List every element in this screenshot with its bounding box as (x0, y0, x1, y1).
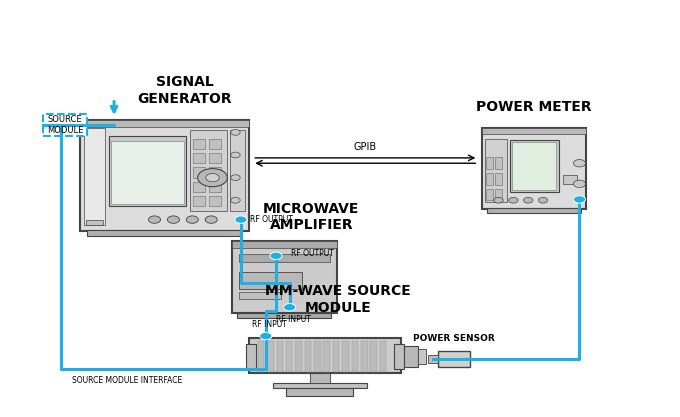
Bar (84, 128, 105, 225)
Text: POWER METER: POWER METER (476, 100, 592, 114)
Bar (438, 351, 470, 367)
Bar (230, 131, 245, 211)
Bar (190, 131, 227, 211)
Bar (487, 208, 581, 213)
Bar (394, 344, 404, 369)
Bar (485, 138, 507, 202)
Bar (481, 128, 586, 134)
Bar (80, 120, 249, 128)
Bar (239, 272, 301, 289)
Circle shape (260, 332, 272, 340)
Bar (87, 230, 242, 236)
Bar (237, 313, 331, 318)
Bar (404, 347, 418, 367)
Bar (380, 341, 386, 372)
Bar (305, 341, 311, 372)
Text: SOURCE
MODULE: SOURCE MODULE (47, 116, 84, 135)
Bar (273, 382, 367, 388)
Bar (286, 388, 354, 396)
Circle shape (167, 216, 180, 224)
Circle shape (231, 175, 240, 181)
Text: SIGNAL
GENERATOR: SIGNAL GENERATOR (137, 75, 232, 106)
Bar (80, 120, 249, 231)
Circle shape (198, 168, 227, 187)
Text: MM-WAVE SOURCE
MODULE: MM-WAVE SOURCE MODULE (265, 284, 411, 315)
Bar (428, 355, 439, 363)
Circle shape (270, 252, 282, 259)
Bar (209, 153, 221, 163)
Bar (418, 349, 426, 364)
Bar (495, 189, 502, 200)
Circle shape (148, 216, 160, 224)
Circle shape (231, 197, 240, 203)
Bar (371, 341, 377, 372)
Circle shape (235, 216, 247, 224)
Bar (495, 158, 502, 169)
Bar (324, 341, 330, 372)
Text: MICROWAVE
AMPLIFIER: MICROWAVE AMPLIFIER (263, 202, 360, 232)
Bar (239, 291, 281, 299)
Bar (314, 341, 321, 372)
Circle shape (206, 173, 219, 182)
Bar (361, 341, 368, 372)
Circle shape (231, 152, 240, 158)
Text: RF INPUT: RF INPUT (252, 320, 287, 329)
Text: POWER SENSOR: POWER SENSOR (413, 334, 495, 343)
Bar (209, 196, 221, 206)
Bar (44, 114, 87, 136)
Bar (209, 182, 221, 192)
Bar (277, 341, 283, 372)
Bar (562, 175, 577, 184)
Circle shape (186, 216, 199, 224)
Bar (245, 344, 256, 369)
Text: RF OUTPUT: RF OUTPUT (291, 249, 334, 258)
Bar (309, 372, 330, 382)
Bar (232, 241, 337, 314)
Text: GPIB: GPIB (354, 142, 377, 152)
Bar (510, 140, 558, 192)
Bar (193, 182, 205, 192)
Text: RF OUTPUT: RF OUTPUT (250, 215, 293, 224)
Bar (209, 167, 221, 178)
Bar (481, 128, 586, 208)
Circle shape (205, 216, 217, 224)
Bar (86, 220, 103, 225)
Bar (495, 173, 502, 185)
Bar (333, 341, 339, 372)
Bar (232, 241, 337, 248)
Bar (486, 158, 493, 169)
Bar (193, 167, 205, 178)
Bar (286, 341, 292, 372)
Circle shape (284, 304, 296, 311)
Circle shape (231, 130, 240, 135)
Bar (295, 341, 302, 372)
Circle shape (524, 197, 533, 203)
Bar (486, 189, 493, 200)
Bar (267, 341, 273, 372)
Text: SOURCE MODULE INTERFACE: SOURCE MODULE INTERFACE (71, 377, 182, 385)
Bar (352, 341, 358, 372)
Circle shape (509, 197, 518, 203)
Circle shape (573, 196, 585, 203)
Bar (193, 138, 205, 149)
Bar (193, 196, 205, 206)
Bar (209, 138, 221, 149)
Circle shape (573, 180, 585, 188)
Circle shape (573, 160, 585, 167)
Bar (342, 341, 349, 372)
Bar (486, 173, 493, 185)
Circle shape (539, 197, 547, 203)
Bar (512, 142, 556, 191)
Bar (112, 141, 184, 204)
Bar (193, 153, 205, 163)
Circle shape (494, 197, 503, 203)
Text: RF INPUT: RF INPUT (275, 316, 310, 324)
Bar (239, 254, 330, 262)
Bar (258, 341, 265, 372)
Bar (109, 136, 186, 206)
Bar (249, 338, 401, 373)
